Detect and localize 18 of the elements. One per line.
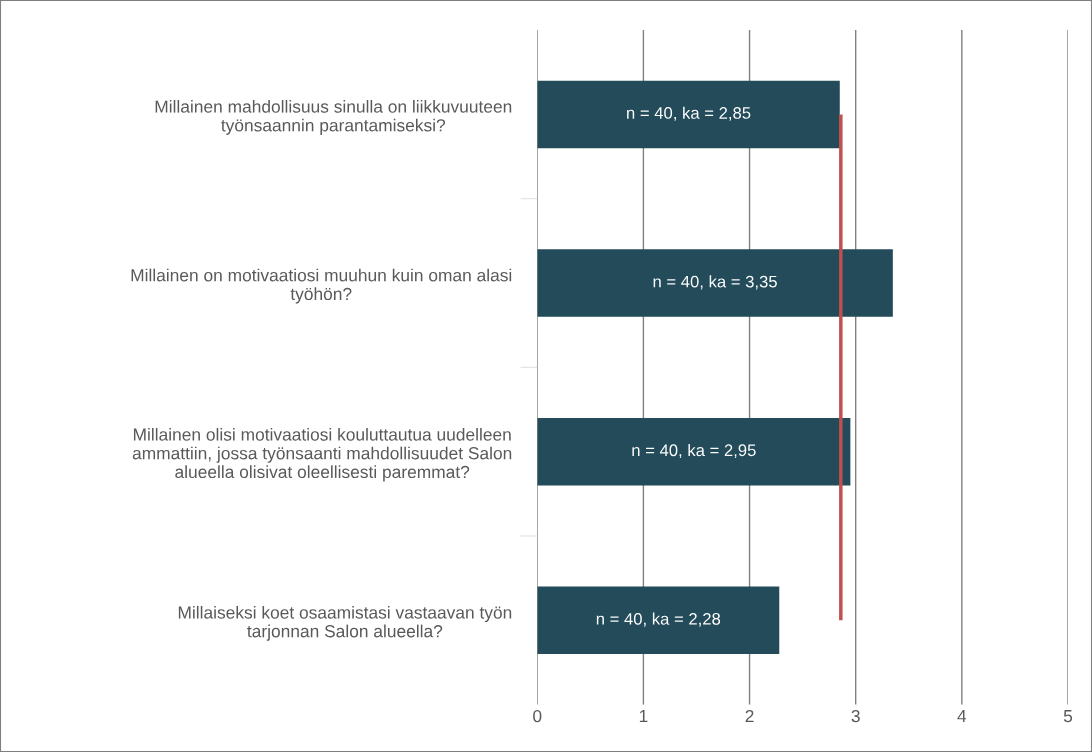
- x-tick-label: 2: [745, 709, 754, 723]
- data-label: n = 40, ka = 2,95: [632, 443, 756, 459]
- data-label: n = 40, ka = 2,85: [627, 106, 751, 121]
- bar: [537, 80, 840, 149]
- y-tick-label: Millaiseksi koet osaamistasi vastaavan työn tarjonnan Salon alueella?: [178, 605, 512, 641]
- bar: [537, 249, 893, 317]
- y-tick-label: Millainen olisi motivaatiosi kouluttautua uudelleen ammattiin, jossa työnsaanti mahdollisuudet Salon alueella olisivat oleellisesti paremmat?: [132, 427, 512, 482]
- x-tick-label: 4: [957, 710, 967, 723]
- x-tick-label: 3: [851, 709, 860, 723]
- data-label: n = 40, ka = 2,28: [596, 612, 721, 627]
- data-label: n = 40, ka = 3,35: [653, 275, 777, 290]
- x-tick-label: 5: [1063, 710, 1073, 723]
- y-tick-label: Millainen on motivaatiosi muuhun kuin oman alasi työhön?: [131, 268, 512, 304]
- y-tick-label: Millainen mahdollisuus sinulla on liikkuvuuteen työnsaannin parantamiseksi?: [155, 100, 512, 135]
- bar: [537, 417, 851, 486]
- x-tick-label: 0: [533, 709, 542, 723]
- x-tick-label: 1: [639, 710, 648, 723]
- bar: [537, 586, 780, 655]
